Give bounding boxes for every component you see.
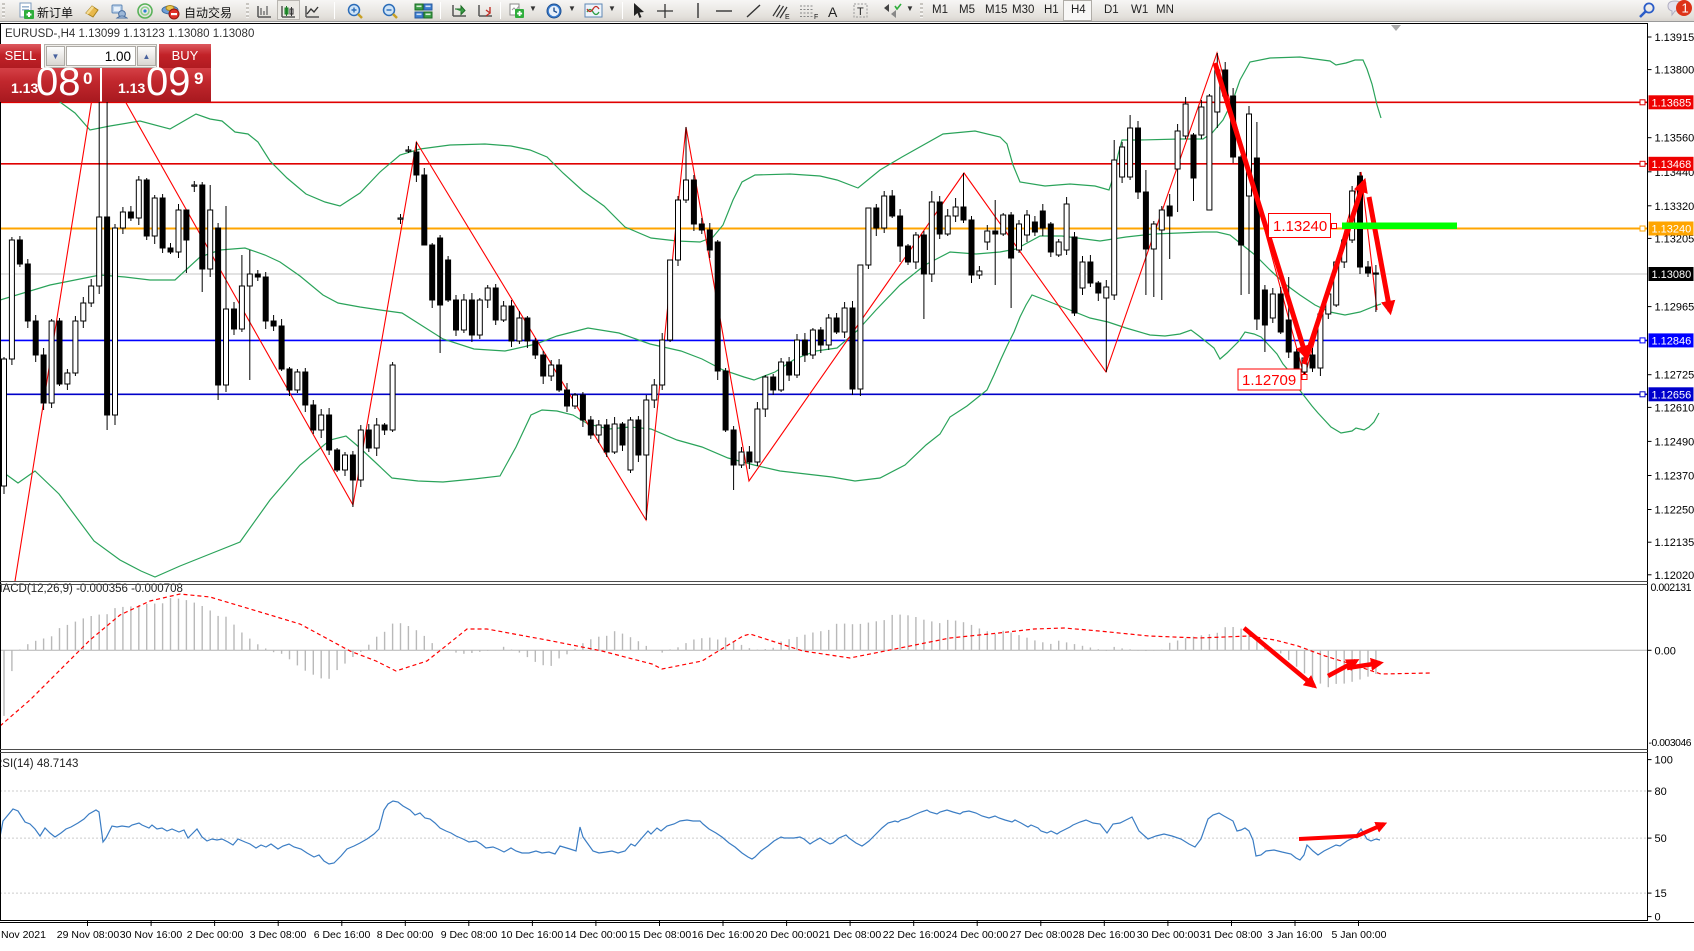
svg-text:T: T (857, 6, 864, 18)
svg-text:30 Dec 00:00: 30 Dec 00:00 (1137, 929, 1200, 941)
svg-text:1: 1 (1682, 1, 1689, 16)
svg-text:6 Dec 16:00: 6 Dec 16:00 (314, 929, 371, 941)
svg-text:0.002131: 0.002131 (1651, 582, 1692, 594)
svg-text:1.12846: 1.12846 (1652, 335, 1692, 347)
svg-text:0.00: 0.00 (1655, 645, 1676, 657)
svg-text:Nov 2021: Nov 2021 (1, 929, 46, 941)
svg-text:14 Dec 00:00: 14 Dec 00:00 (565, 929, 628, 941)
svg-text:28 Dec 16:00: 28 Dec 16:00 (1073, 929, 1136, 941)
svg-text:100: 100 (1655, 755, 1673, 767)
svg-text:1.12250: 1.12250 (1655, 505, 1694, 517)
svg-text:E: E (785, 14, 790, 21)
svg-text:1.12725: 1.12725 (1655, 370, 1694, 382)
svg-text:1.12656: 1.12656 (1652, 389, 1692, 401)
svg-text:1.13320: 1.13320 (1655, 201, 1694, 213)
svg-text:24 Dec 00:00: 24 Dec 00:00 (946, 929, 1009, 941)
svg-text:80: 80 (1655, 786, 1667, 798)
svg-text:27 Dec 08:00: 27 Dec 08:00 (1010, 929, 1073, 941)
svg-text:1.13468: 1.13468 (1652, 159, 1692, 171)
svg-text:1.12020: 1.12020 (1655, 570, 1694, 582)
svg-text:0: 0 (1655, 912, 1661, 924)
svg-text:1.12709: 1.12709 (1242, 372, 1296, 389)
svg-text:1.13080: 1.13080 (1652, 269, 1692, 281)
svg-text:1.13685: 1.13685 (1652, 97, 1692, 109)
svg-text:8 Dec 00:00: 8 Dec 00:00 (377, 929, 434, 941)
svg-text:1.13800: 1.13800 (1655, 65, 1694, 77)
svg-text:1.13560: 1.13560 (1655, 133, 1694, 145)
svg-text:5 Jan 00:00: 5 Jan 00:00 (1332, 929, 1387, 941)
svg-text:15: 15 (1655, 888, 1667, 900)
svg-text:20 Dec 00:00: 20 Dec 00:00 (756, 929, 819, 941)
svg-text:21 Dec 08:00: 21 Dec 08:00 (819, 929, 882, 941)
svg-text:1.12610: 1.12610 (1655, 402, 1694, 414)
svg-text:1.12370: 1.12370 (1655, 471, 1694, 483)
svg-text:F: F (814, 14, 818, 21)
svg-text:31 Dec 08:00: 31 Dec 08:00 (1200, 929, 1263, 941)
svg-text:16 Dec 16:00: 16 Dec 16:00 (692, 929, 755, 941)
svg-text:30 Nov 16:00: 30 Nov 16:00 (120, 929, 183, 941)
svg-text:1.12135: 1.12135 (1655, 537, 1694, 549)
svg-text:-0.003046: -0.003046 (1649, 738, 1692, 749)
svg-text:3 Jan 16:00: 3 Jan 16:00 (1268, 929, 1323, 941)
svg-text:1.13915: 1.13915 (1655, 32, 1694, 44)
svg-text:9 Dec 08:00: 9 Dec 08:00 (441, 929, 498, 941)
svg-text:3 Dec 08:00: 3 Dec 08:00 (250, 929, 307, 941)
svg-text:22 Dec 16:00: 22 Dec 16:00 (883, 929, 946, 941)
svg-text:1.12965: 1.12965 (1655, 302, 1694, 314)
svg-text:15 Dec 08:00: 15 Dec 08:00 (629, 929, 692, 941)
svg-text:2 Dec 00:00: 2 Dec 00:00 (187, 929, 244, 941)
svg-text:50: 50 (1655, 833, 1667, 845)
svg-text:RSI(14) 48.7143: RSI(14) 48.7143 (0, 758, 78, 770)
svg-text:1.13240: 1.13240 (1273, 218, 1327, 235)
svg-text:29 Nov 08:00: 29 Nov 08:00 (57, 929, 120, 941)
svg-text:1.12490: 1.12490 (1655, 436, 1694, 448)
svg-text:EURUSD-,H4 1.13099 1.13123 1.: EURUSD-,H4 1.13099 1.13123 1.13080 1.130… (5, 28, 254, 40)
svg-text:10 Dec 16:00: 10 Dec 16:00 (501, 929, 564, 941)
svg-text:1.13240: 1.13240 (1652, 224, 1692, 236)
